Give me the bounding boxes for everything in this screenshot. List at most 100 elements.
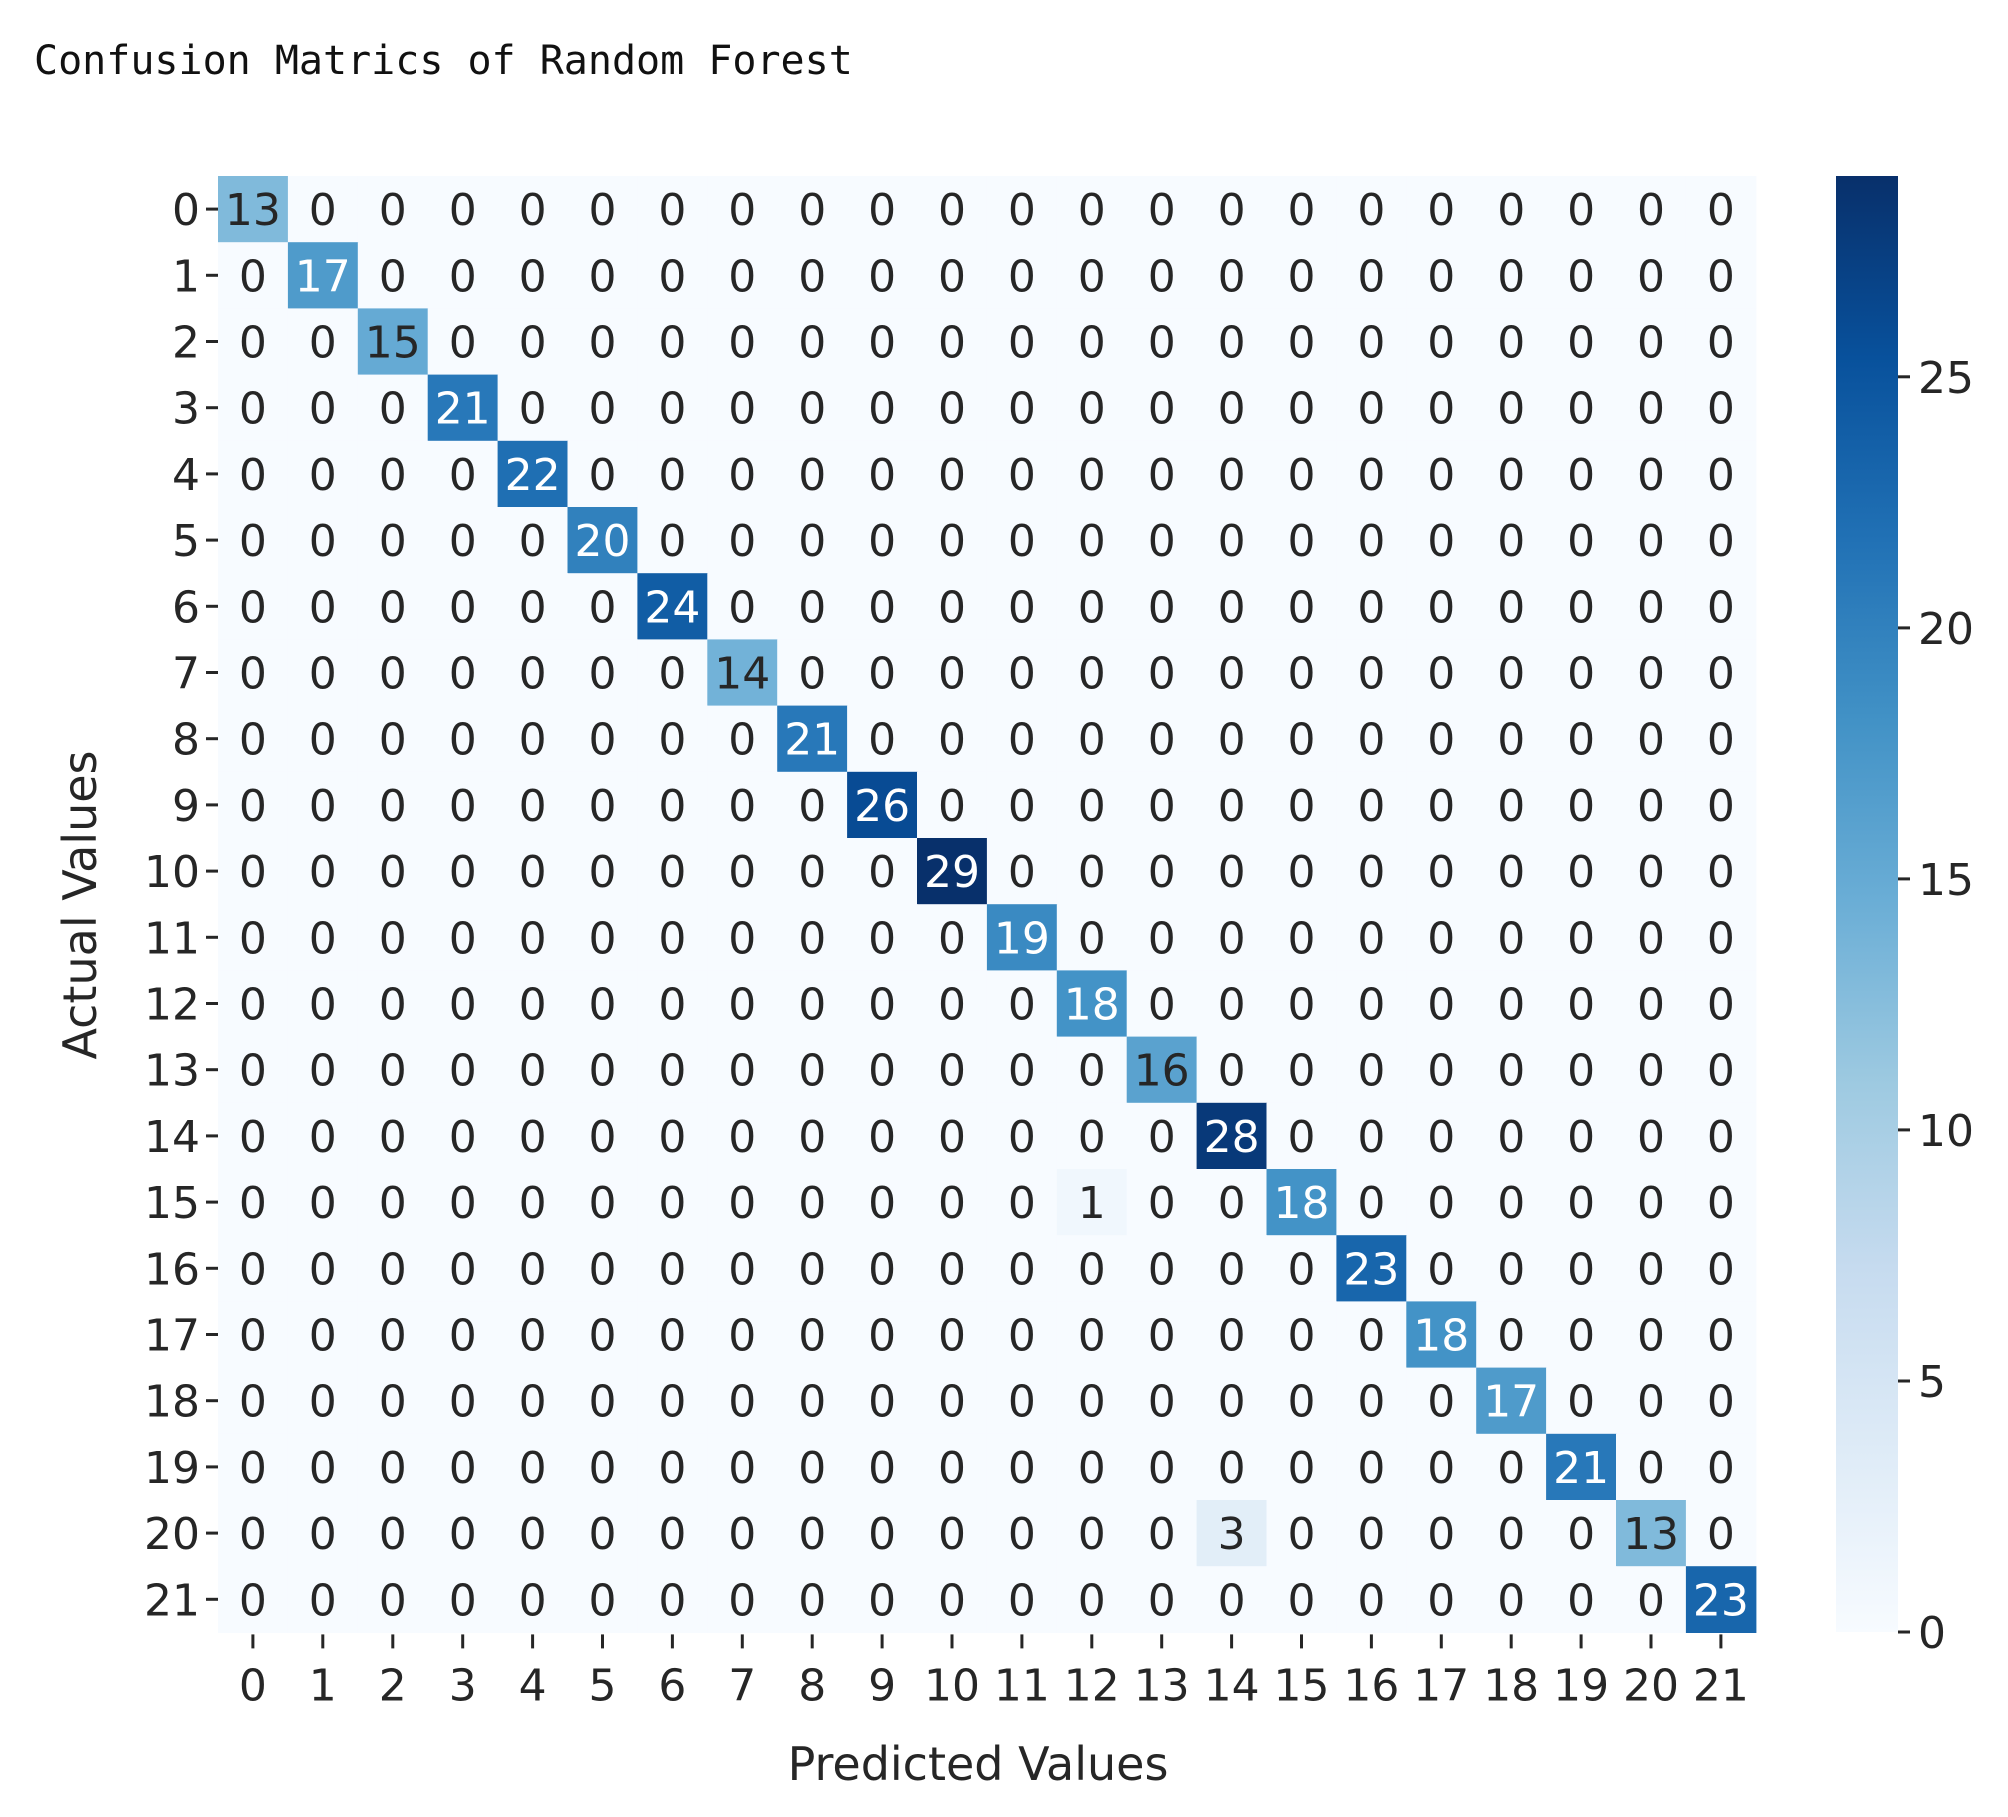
- cell-value-label: 0: [1707, 781, 1735, 832]
- cell-value-label: 0: [1148, 185, 1176, 236]
- cell-value-label: 0: [1567, 384, 1595, 435]
- cell-value-label: 15: [365, 318, 421, 369]
- heatmap-cell: [497, 573, 569, 640]
- cell-value-label: 0: [1427, 1509, 1455, 1560]
- cell-value-label: 0: [449, 1377, 477, 1428]
- heatmap-cell: [1476, 507, 1547, 574]
- cell-value-label: 0: [379, 847, 407, 898]
- heatmap-cell: [1266, 639, 1337, 707]
- heatmap-cell: [1126, 1566, 1198, 1633]
- cell-value-label: 18: [1274, 1178, 1330, 1229]
- heatmap-cell: [1336, 1036, 1407, 1104]
- cell-value-label: 0: [1218, 1244, 1246, 1295]
- heatmap-cell: [497, 1433, 569, 1501]
- cell-value-label: 0: [1288, 649, 1316, 700]
- heatmap-cell: [287, 1301, 359, 1369]
- cell-value-label: 0: [239, 384, 267, 435]
- heatmap-cell: [637, 904, 708, 971]
- heatmap-cell: [287, 1169, 359, 1236]
- heatmap-cell: [218, 639, 289, 707]
- cell-value-label: 0: [589, 649, 617, 700]
- heatmap-cell: [917, 771, 988, 839]
- cell-value-label: 0: [1008, 649, 1036, 700]
- cell-value-label: 0: [1148, 913, 1176, 964]
- heatmap-cell: [1476, 573, 1547, 640]
- heatmap-cell: [497, 639, 569, 707]
- cell-value-label: 0: [658, 185, 686, 236]
- heatmap-cell: [1476, 440, 1547, 508]
- cell-value-label: 0: [1288, 1112, 1316, 1163]
- cell-value-label: 0: [1218, 980, 1246, 1031]
- y-tick-label: 0: [172, 185, 200, 236]
- cell-value-label: 0: [1567, 1178, 1595, 1229]
- heatmap-cell: [637, 242, 708, 309]
- cell-value-label: 0: [519, 1575, 547, 1626]
- cell-value-label: 0: [589, 1046, 617, 1097]
- cell-value-label: 0: [1288, 847, 1316, 898]
- heatmap-cell: [1406, 440, 1477, 508]
- heatmap-cell: [357, 308, 429, 376]
- heatmap-cell: [637, 705, 708, 773]
- heatmap-cell: [986, 771, 1058, 839]
- cell-value-label: 0: [728, 1443, 756, 1494]
- heatmap-cell: [1406, 242, 1477, 309]
- heatmap-cell: [287, 573, 359, 640]
- cell-value-label: 0: [938, 1443, 966, 1494]
- cell-value-label: 0: [519, 1046, 547, 1097]
- heatmap-cell: [357, 771, 429, 839]
- heatmap-cell: [218, 1169, 289, 1236]
- heatmap-cell: [1196, 1169, 1268, 1236]
- cell-value-label: 0: [1637, 649, 1665, 700]
- heatmap-cell: [1196, 507, 1268, 574]
- heatmap-cell: [777, 1433, 848, 1501]
- heatmap-cell: [847, 176, 918, 243]
- cell-value-label: 0: [1008, 251, 1036, 302]
- cell-value-label: 0: [309, 1112, 337, 1163]
- heatmap-cell: [1196, 838, 1268, 905]
- heatmap-cell: [1546, 1301, 1617, 1369]
- heatmap-cell: [218, 1301, 289, 1369]
- cell-value-label: 20: [575, 516, 631, 567]
- x-tick-label: 0: [239, 1660, 267, 1711]
- cell-value-label: 0: [1567, 185, 1595, 236]
- y-tick-label: 15: [144, 1178, 200, 1229]
- cell-value-label: 0: [589, 847, 617, 898]
- heatmap-cell: [567, 1235, 638, 1302]
- heatmap-cell: [986, 1367, 1058, 1435]
- cell-value-label: 0: [728, 1178, 756, 1229]
- heatmap-cell: [1196, 573, 1268, 640]
- heatmap-cell: [1056, 176, 1128, 243]
- heatmap-cell: [497, 1367, 569, 1435]
- cell-value-label: 0: [519, 1112, 547, 1163]
- heatmap-cell: [218, 1500, 289, 1567]
- cell-value-label: 0: [309, 715, 337, 766]
- heatmap-cell: [357, 1367, 429, 1435]
- heatmap-cell: [1056, 1566, 1128, 1633]
- heatmap-cell: [567, 573, 638, 640]
- heatmap-cell: [917, 838, 988, 905]
- cell-value-label: 0: [589, 1443, 617, 1494]
- cell-value-label: 0: [798, 1311, 826, 1362]
- heatmap-cell: [1406, 176, 1477, 243]
- x-tick-label: 12: [1064, 1660, 1120, 1711]
- heatmap-cell: [1616, 176, 1687, 243]
- heatmap-cell: [1266, 374, 1337, 442]
- heatmap-cell: [427, 1433, 499, 1501]
- heatmap-cell: [357, 1301, 429, 1369]
- heatmap-cell: [1336, 242, 1407, 309]
- heatmap-cell: [218, 1036, 289, 1104]
- heatmap-cell: [917, 1301, 988, 1369]
- cell-value-label: 0: [728, 582, 756, 633]
- heatmap-cell: [777, 1036, 848, 1104]
- y-tick-label: 21: [144, 1575, 200, 1626]
- x-tick-label: 7: [728, 1660, 756, 1711]
- cell-value-label: 0: [1008, 384, 1036, 435]
- heatmap-cell: [497, 507, 569, 574]
- heatmap-cell: [1476, 1566, 1547, 1633]
- heatmap-cell: [1196, 639, 1268, 707]
- heatmap-cell: [218, 1235, 289, 1302]
- cell-value-label: 0: [379, 1377, 407, 1428]
- cell-value-label: 0: [519, 781, 547, 832]
- cell-value-label: 0: [1637, 1244, 1665, 1295]
- heatmap-cell: [777, 440, 848, 508]
